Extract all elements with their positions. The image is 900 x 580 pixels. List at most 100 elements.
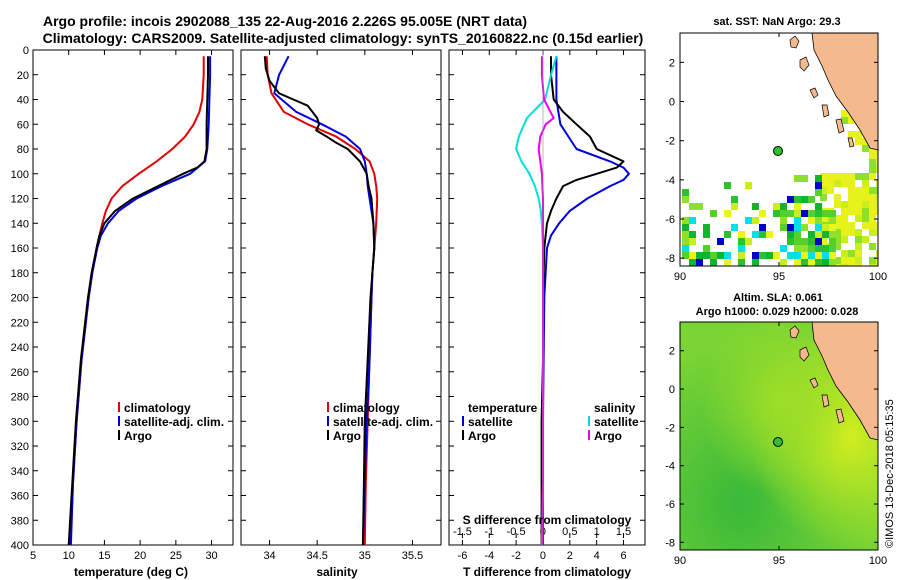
sst-cell	[724, 210, 731, 217]
sst-cell	[815, 203, 822, 210]
sst-cell	[745, 182, 752, 189]
legend-s-satellite: satellite	[594, 415, 639, 429]
sla-map: Altim. SLA: 0.061 Argo h1000: 0.029 h200…	[665, 292, 887, 567]
depth-tick-label: 80	[17, 144, 29, 156]
sst-cell	[752, 252, 759, 259]
sst-cell	[841, 264, 848, 266]
sst-cell	[869, 194, 876, 201]
sst-cell	[820, 194, 827, 201]
x2-tick-label: -1.5	[453, 526, 472, 538]
map-y-tick-label: -8	[665, 537, 675, 549]
sst-cell	[829, 238, 836, 245]
sst-cell	[724, 259, 731, 266]
sst-cell	[869, 166, 876, 173]
sst-cell	[848, 131, 855, 138]
island	[809, 377, 819, 389]
x-tick-label: 30	[205, 550, 217, 562]
sst-cell	[841, 180, 848, 187]
depth-tick-label: 360	[11, 491, 29, 503]
difference-ticks: -6 -4 -2 0 2 4 6-1.5 -1 -0.5 0 0.5 1 1.5	[449, 49, 645, 562]
sst-cell	[738, 238, 745, 245]
sst-cell	[689, 252, 696, 259]
legend-satellite-adj-2: satellite-adj. clim.	[333, 415, 433, 429]
x2-tick-label: 1.5	[616, 526, 631, 538]
sst-cell	[815, 259, 822, 266]
difference-panel: -6 -4 -2 0 2 4 6-1.5 -1 -0.5 0 0.5 1 1.5 T differenc…	[448, 49, 646, 579]
sst-cell	[787, 210, 794, 217]
island	[789, 35, 800, 49]
sst-cell	[682, 231, 689, 238]
sst-cell	[834, 173, 841, 180]
island	[835, 118, 845, 134]
temperature-lines	[67, 56, 212, 546]
x-tick-label: 35	[359, 550, 371, 562]
x-tick-label: 5	[30, 550, 36, 562]
sst-cell	[855, 208, 862, 215]
sst-cell	[752, 231, 759, 238]
sla-argo-marker	[773, 437, 783, 447]
sst-cell	[876, 159, 878, 166]
map-y-tick-label: 0	[669, 384, 675, 396]
sst-cell	[689, 203, 696, 210]
x-tick-label: 34	[263, 550, 275, 562]
depth-tick-label: 140	[11, 218, 29, 230]
sst-cell	[794, 231, 801, 238]
sst-cell	[731, 196, 738, 203]
sst-cell	[780, 210, 787, 217]
sst-cell	[808, 231, 815, 238]
sst-cell	[876, 166, 878, 173]
temperature-xlabel: temperature (deg C)	[74, 565, 188, 579]
sst-cell	[827, 187, 834, 194]
sst-cell	[876, 257, 878, 264]
sst-cell	[822, 252, 829, 259]
legend-salinity-title: salinity	[594, 401, 636, 415]
salinity-ticks: 34 34.5 35 35.5	[241, 49, 441, 562]
x-tick-label: 0	[540, 550, 546, 562]
depth-tick-label: 240	[11, 342, 29, 354]
sst-ticks: 90 95 100 2 0 -2 -4 -6 -8	[665, 33, 887, 283]
sst-cell	[820, 236, 827, 243]
sst-cell	[689, 259, 696, 266]
sst-cell	[855, 138, 862, 145]
sla-ticks: 90 95 100 2 0 -2 -4 -6 -8	[665, 322, 887, 567]
sst-cell	[822, 210, 829, 217]
sst-cell	[841, 201, 848, 208]
sst-cell	[876, 180, 878, 187]
sst-cell	[829, 217, 836, 224]
sst-cell	[689, 231, 696, 238]
sst-cell	[696, 203, 703, 210]
map-y-tick-label: -2	[665, 422, 675, 434]
sst-cell	[841, 236, 848, 243]
x-tick-label: -2	[511, 550, 521, 562]
sst-cell	[759, 231, 766, 238]
sst-cell	[876, 201, 878, 208]
sst-cell	[787, 224, 794, 231]
sst-cell	[876, 187, 878, 194]
sst-cell	[682, 196, 689, 203]
sst-cell	[724, 182, 731, 189]
sst-cell	[703, 224, 710, 231]
sst-cell	[841, 229, 848, 236]
x-tick-label: 25	[170, 550, 182, 562]
sst-cell	[794, 259, 801, 266]
sst-cell	[794, 210, 801, 217]
x-tick-label: 34.5	[306, 550, 327, 562]
sst-cell	[834, 229, 841, 236]
sst-cell	[855, 243, 862, 250]
sst-cell	[848, 194, 855, 201]
sst-cell	[829, 231, 836, 238]
sst-cell	[801, 196, 808, 203]
sst-cell	[808, 210, 815, 217]
sst-cell	[682, 245, 689, 252]
salinity-lines	[263, 55, 379, 546]
depth-tick-label: 400	[11, 540, 29, 552]
sst-cell	[787, 238, 794, 245]
sst-cell	[738, 259, 745, 266]
sst-cell	[841, 250, 848, 257]
sst-cell	[780, 259, 787, 266]
sst-cell	[745, 217, 752, 224]
sst-cell	[801, 175, 808, 182]
x-tick-label: 20	[134, 550, 146, 562]
depth-tick-label: 300	[11, 416, 29, 428]
series-argo	[67, 56, 209, 546]
